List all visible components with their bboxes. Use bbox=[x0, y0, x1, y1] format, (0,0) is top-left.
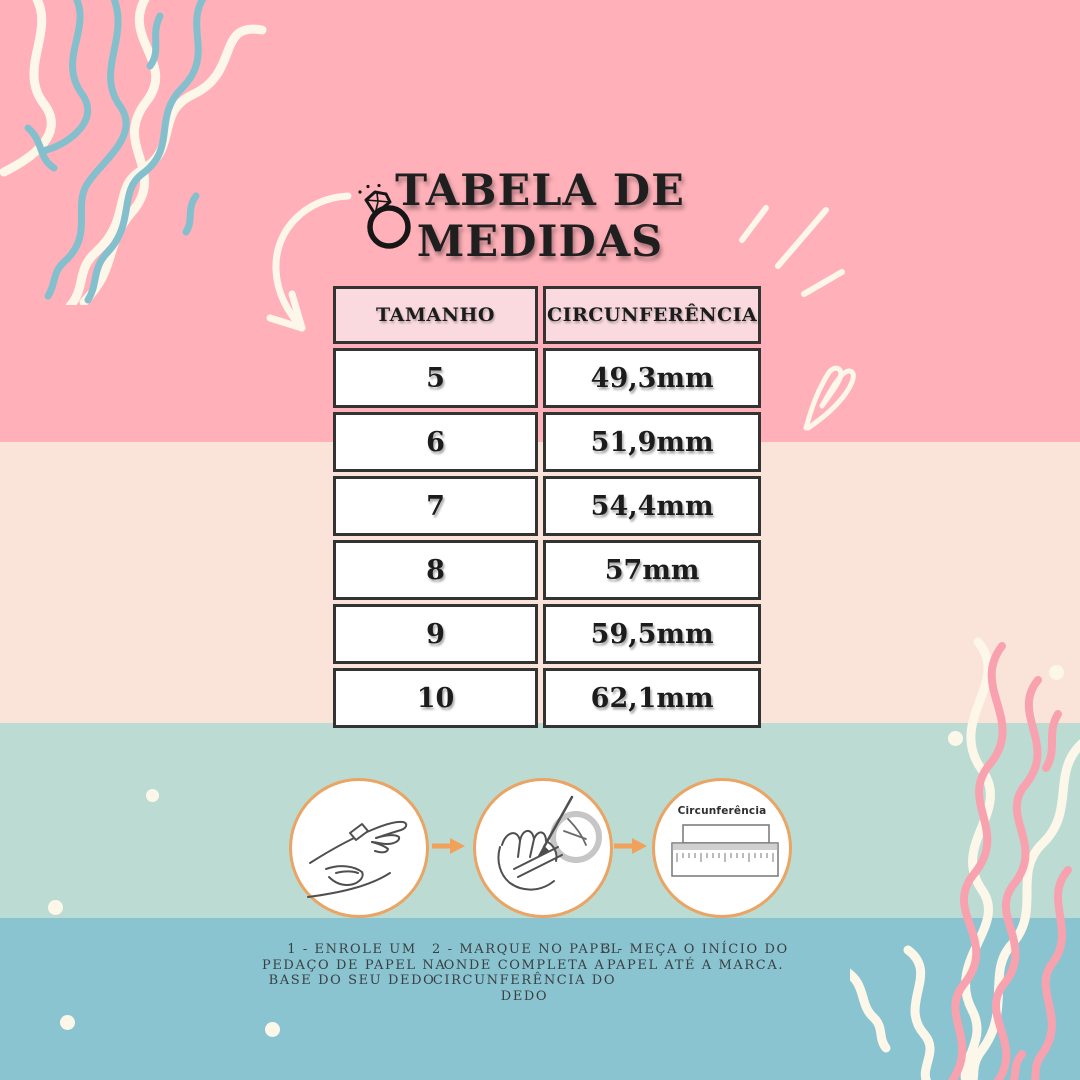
column-header-size: TAMANHO bbox=[333, 286, 538, 344]
dot-decoration bbox=[1049, 665, 1064, 680]
caption-line: BASE DO SEU DEDO bbox=[268, 973, 436, 988]
ruler-icon bbox=[671, 824, 779, 877]
circumference-cell: 62,1mm bbox=[543, 668, 762, 728]
column-header-circumference: CIRCUNFERÊNCIA bbox=[543, 286, 762, 344]
circumference-cell: 59,5mm bbox=[543, 604, 762, 664]
step-arrow-icon bbox=[614, 838, 647, 854]
dot-decoration bbox=[60, 1015, 75, 1030]
table-row: 5 49,3mm bbox=[333, 348, 762, 408]
size-cell: 8 bbox=[333, 540, 538, 600]
circumference-cell: 57mm bbox=[543, 540, 762, 600]
circumference-cell: 49,3mm bbox=[543, 348, 762, 408]
size-cell: 6 bbox=[333, 412, 538, 472]
caption-line: 1 - ENROLE UM bbox=[287, 942, 417, 957]
step-caption-3: 3 - MEÇA O INÍCIO DO PAPEL ATÉ A MARCA. bbox=[598, 942, 793, 973]
size-cell: 10 bbox=[333, 668, 538, 728]
table-row: 9 59,5mm bbox=[333, 604, 762, 664]
step-caption-2: 2 - MARQUE NO PAPEL ONDE COMPLETA A CIRC… bbox=[432, 942, 622, 1004]
size-cell: 9 bbox=[333, 604, 538, 664]
table-row: 10 62,1mm bbox=[333, 668, 762, 728]
dot-decoration bbox=[948, 731, 963, 746]
caption-line: PEDAÇO DE PAPEL NA bbox=[262, 957, 447, 973]
table-row: 6 51,9mm bbox=[333, 412, 762, 472]
caption-line: 2 - MARQUE NO PAPEL bbox=[432, 942, 622, 957]
page-title-line1: TABELA DE bbox=[395, 166, 685, 216]
caption-line: 3 - MEÇA O INÍCIO DO bbox=[602, 942, 789, 957]
page-title: TABELA DE MEDIDAS bbox=[330, 166, 750, 268]
caption-line: CIRCUNFERÊNCIA DO bbox=[432, 973, 617, 988]
table-row: 7 54,4mm bbox=[333, 476, 762, 536]
pen-marking-icon bbox=[497, 795, 602, 891]
table-row: 8 57mm bbox=[333, 540, 762, 600]
size-cell: 5 bbox=[333, 348, 538, 408]
caption-line: ONDE COMPLETA A bbox=[443, 957, 606, 973]
dot-decoration bbox=[48, 900, 63, 915]
ruler-label: Circunferência bbox=[677, 805, 767, 817]
page-title-line2: MEDIDAS bbox=[416, 217, 664, 267]
step-circle-1 bbox=[289, 778, 429, 918]
dot-decoration bbox=[265, 1022, 280, 1037]
circumference-cell: 51,9mm bbox=[543, 412, 762, 472]
circumference-cell: 54,4mm bbox=[543, 476, 762, 536]
step-arrow-icon bbox=[432, 838, 465, 854]
caption-line: PAPEL ATÉ A MARCA. bbox=[606, 957, 785, 973]
size-cell: 7 bbox=[333, 476, 538, 536]
step-caption-1: 1 - ENROLE UM PEDAÇO DE PAPEL NA BASE DO… bbox=[262, 942, 447, 989]
caption-line: DEDO bbox=[500, 988, 549, 1004]
table-header-row: TAMANHO CIRCUNFERÊNCIA bbox=[333, 286, 762, 344]
step-circle-2 bbox=[473, 778, 613, 918]
background-band-cream bbox=[0, 442, 1080, 723]
background-band-blue bbox=[0, 918, 1080, 1080]
dot-decoration bbox=[146, 789, 159, 802]
size-table: TAMANHO CIRCUNFERÊNCIA 5 49,3mm 6 51,9mm… bbox=[328, 282, 766, 732]
step-circle-3: Circunferência bbox=[652, 778, 792, 918]
hand-paper-strip-icon bbox=[307, 820, 408, 898]
